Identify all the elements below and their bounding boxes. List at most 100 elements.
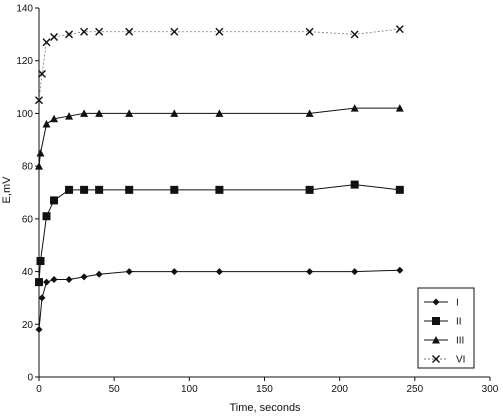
- x-marker-stroke: [432, 355, 440, 363]
- x-tick-label: 200: [331, 384, 348, 395]
- series-iii-point: [65, 112, 74, 120]
- series-vi-point: [50, 32, 59, 41]
- series-vi-point: [35, 96, 43, 105]
- y-tick-label: 40: [22, 267, 34, 278]
- series-iii-point: [42, 119, 51, 128]
- series-ii-point: [305, 185, 314, 194]
- y-tick-label: 20: [22, 320, 34, 331]
- x-tick-label: 50: [109, 384, 121, 395]
- legend-marker: [432, 355, 440, 363]
- series-i-point: [351, 268, 359, 276]
- x-tick-label: 100: [181, 384, 198, 395]
- series-iii-point: [35, 162, 43, 170]
- series-ii-point: [65, 185, 74, 194]
- x-marker-stroke: [395, 25, 404, 34]
- x-marker-stroke: [50, 32, 59, 41]
- series-i-point: [38, 294, 46, 302]
- series-vi-point: [170, 27, 179, 36]
- series-iii-point: [80, 109, 89, 117]
- x-marker-stroke: [38, 69, 47, 78]
- x-marker-stroke: [35, 96, 43, 105]
- x-marker-stroke: [305, 27, 314, 36]
- legend-item-i: I: [424, 298, 459, 309]
- series-i-point: [396, 266, 404, 274]
- legend-label: VI: [456, 355, 465, 366]
- x-tick-label: 0: [36, 384, 42, 395]
- series-iii-point: [36, 148, 45, 157]
- x-marker-stroke: [215, 27, 224, 36]
- x-ticks: 0 50 100 150 200 250 300: [36, 377, 499, 395]
- series-i-point: [43, 278, 51, 286]
- x-marker-stroke: [350, 30, 359, 39]
- x-marker-stroke: [125, 27, 134, 36]
- legend-box: [417, 287, 475, 369]
- y-tick-label: 140: [16, 4, 33, 15]
- series-vi-point: [395, 25, 404, 34]
- x-tick-label: 250: [406, 384, 423, 395]
- series-iii-point: [125, 109, 134, 117]
- x-marker-stroke: [80, 27, 89, 36]
- series-i-point: [215, 268, 223, 276]
- series-iii-point: [170, 109, 179, 117]
- series-i-point: [35, 326, 43, 334]
- series-vi-point: [125, 27, 134, 36]
- legend-label: II: [456, 317, 462, 328]
- series-iii-point: [50, 114, 59, 123]
- x-axis-title: Time, seconds: [229, 402, 301, 414]
- x-marker-stroke: [42, 38, 51, 47]
- series-i-point: [95, 270, 103, 278]
- series-i-point: [50, 275, 58, 283]
- x-tick-label: 300: [482, 384, 499, 395]
- series-layer: [35, 25, 404, 334]
- x-marker-stroke: [170, 27, 179, 36]
- series-i-point: [80, 273, 88, 281]
- series-i: [35, 266, 404, 334]
- x-tick-label: 150: [256, 384, 273, 395]
- series-iii-point: [215, 109, 224, 117]
- series-ii-point: [80, 185, 89, 194]
- series-ii-point: [42, 212, 51, 221]
- series-iii-point: [95, 109, 104, 117]
- series-vi-point: [215, 27, 224, 36]
- series-vi-point: [350, 30, 359, 39]
- y-tick-label: 0: [27, 373, 33, 384]
- series-i-point: [125, 268, 133, 276]
- series-ii-point: [170, 185, 179, 194]
- series-ii: [35, 180, 404, 287]
- series-i-point: [170, 268, 178, 276]
- x-marker-stroke: [95, 27, 104, 36]
- legend-marker: [432, 336, 440, 344]
- legend-item-ii: II: [424, 317, 462, 328]
- series-ii-point: [35, 278, 43, 287]
- series-i-point: [306, 268, 314, 276]
- legend-marker: [432, 317, 440, 325]
- y-axis-title: E,mV: [1, 176, 13, 204]
- series-vi-point: [95, 27, 104, 36]
- legend-label: I: [456, 298, 459, 309]
- series-i-point: [65, 275, 73, 283]
- x-marker-stroke: [65, 30, 74, 39]
- series-vi-point: [80, 27, 89, 36]
- series-iii-point: [350, 104, 359, 112]
- series-ii-point: [395, 185, 404, 194]
- series-ii-point: [350, 180, 359, 189]
- y-tick-label: 100: [16, 109, 33, 120]
- series-ii-point: [36, 257, 45, 266]
- series-ii-point: [50, 196, 59, 205]
- legend-item-iii: III: [424, 336, 464, 347]
- series-vi-point: [65, 30, 74, 39]
- series-iii: [35, 104, 404, 170]
- series-iii-point: [305, 109, 314, 117]
- legend-label: III: [456, 336, 464, 347]
- y-tick-label: 60: [22, 214, 34, 225]
- y-tick-label: 120: [16, 56, 33, 67]
- series-vi: [35, 25, 404, 105]
- series-ii-point: [215, 185, 224, 194]
- y-tick-label: 80: [22, 162, 34, 173]
- series-iii-point: [395, 104, 404, 112]
- series-vi-point: [38, 69, 47, 78]
- series-vi-point: [42, 38, 51, 47]
